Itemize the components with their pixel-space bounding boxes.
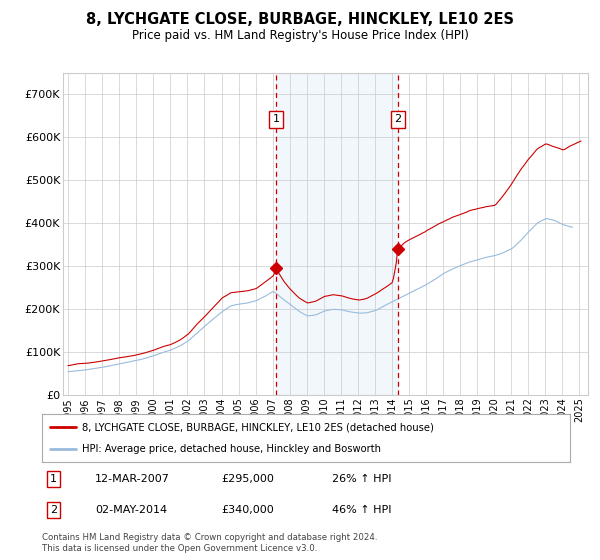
Text: 02-MAY-2014: 02-MAY-2014: [95, 505, 167, 515]
Text: 2: 2: [395, 114, 401, 124]
Text: HPI: Average price, detached house, Hinckley and Bosworth: HPI: Average price, detached house, Hinc…: [82, 444, 380, 454]
Text: 2: 2: [50, 505, 57, 515]
Text: Contains HM Land Registry data © Crown copyright and database right 2024.
This d: Contains HM Land Registry data © Crown c…: [42, 533, 377, 553]
Text: 12-MAR-2007: 12-MAR-2007: [95, 474, 170, 484]
Text: Price paid vs. HM Land Registry's House Price Index (HPI): Price paid vs. HM Land Registry's House …: [131, 29, 469, 42]
Bar: [276, 73, 398, 395]
Text: 8, LYCHGATE CLOSE, BURBAGE, HINCKLEY, LE10 2ES (detached house): 8, LYCHGATE CLOSE, BURBAGE, HINCKLEY, LE…: [82, 422, 433, 432]
Text: £295,000: £295,000: [221, 474, 274, 484]
Text: 26% ↑ HPI: 26% ↑ HPI: [332, 474, 392, 484]
Text: 46% ↑ HPI: 46% ↑ HPI: [332, 505, 392, 515]
Text: 8, LYCHGATE CLOSE, BURBAGE, HINCKLEY, LE10 2ES: 8, LYCHGATE CLOSE, BURBAGE, HINCKLEY, LE…: [86, 12, 514, 27]
Text: 1: 1: [272, 114, 280, 124]
Text: £340,000: £340,000: [221, 505, 274, 515]
Text: 1: 1: [50, 474, 57, 484]
